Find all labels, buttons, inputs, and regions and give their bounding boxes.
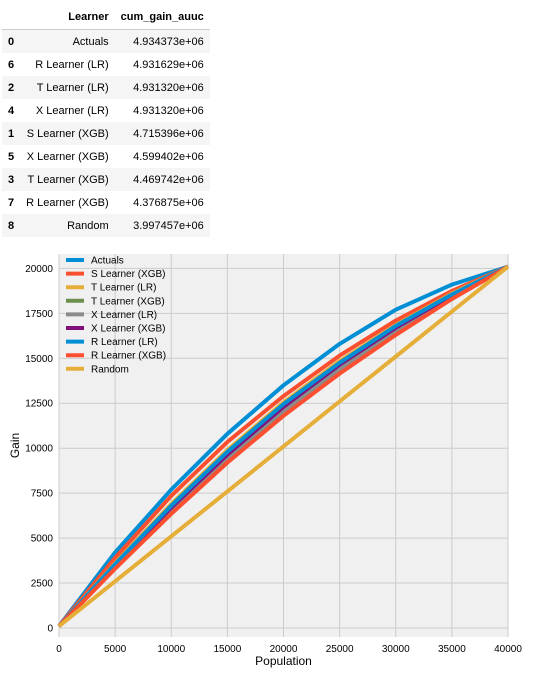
x-tick-label: 35000	[438, 644, 466, 655]
table-row: 8 Random 3.997457e+06	[2, 214, 210, 237]
y-tick-label: 7500	[31, 489, 54, 500]
tick-labels: 0 5000 10000 15000 20000 25000 30000 35000 40000…	[25, 264, 522, 655]
table-row: 1 S Learner (XGB) 4.715396e+06	[2, 122, 210, 145]
auuc-cell: 4.931320e+06	[133, 81, 204, 94]
index-column-header	[2, 4, 20, 30]
series-line	[57, 265, 510, 628]
gain-chart: 0 5000 10000 15000 20000 25000 30000 35000 40000…	[8, 254, 522, 668]
table-row: 5 X Learner (XGB) 4.599402e+06	[2, 145, 210, 168]
series-line	[57, 264, 510, 628]
table-row: 7 R Learner (XGB) 4.376875e+06	[2, 191, 210, 214]
x-tick-label: 15000	[213, 644, 241, 655]
series-line	[57, 264, 509, 628]
row-index-cell: 4	[8, 104, 15, 117]
y-axis-label: Gain	[8, 433, 22, 458]
table-row: 6 R Learner (LR) 4.931629e+06	[2, 53, 210, 76]
auuc-cell: 3.997457e+06	[133, 219, 204, 232]
learner-cell: Actuals	[72, 35, 109, 48]
legend-entry: Actuals	[91, 256, 124, 267]
series-line	[57, 264, 509, 628]
y-tick-label: 10000	[25, 444, 53, 455]
learner-cell: S Learner (XGB)	[26, 127, 109, 140]
auuc-cell: 4.469742e+06	[133, 173, 204, 186]
x-tick-label: 25000	[326, 644, 354, 655]
legend-entry: X Learner (XGB)	[91, 324, 165, 335]
auuc-cell: 4.931629e+06	[133, 58, 204, 71]
x-tick-label: 30000	[382, 644, 410, 655]
y-tick-label: 0	[47, 624, 53, 635]
x-tick-label: 40000	[494, 644, 522, 655]
learner-cell: Random	[67, 219, 109, 232]
legend-entry: R Learner (LR)	[91, 337, 158, 348]
table-body: 0 Actuals 4.934373e+06 6 R Learner (LR) 4.931…	[2, 29, 210, 237]
x-tick-label: 20000	[270, 644, 298, 655]
row-index-cell: 7	[8, 196, 15, 209]
legend: Actuals S Learner (XGB) T Learner (LR) T Le…	[66, 256, 166, 375]
series-line	[57, 264, 509, 628]
auuc-cell: 4.931320e+06	[133, 104, 204, 117]
table-row: 3 T Learner (XGB) 4.469742e+06	[2, 168, 210, 191]
auuc-column-header: cum_gain_auuc	[120, 10, 204, 23]
row-index-cell: 6	[8, 58, 15, 71]
y-tick-label: 2500	[31, 579, 54, 590]
x-tick-label: 10000	[157, 644, 185, 655]
x-tick-label: 5000	[104, 644, 127, 655]
row-index-cell: 8	[8, 219, 15, 232]
x-tick-label: 0	[56, 644, 62, 655]
y-tick-label: 15000	[25, 354, 53, 365]
legend-entry: R Learner (XGB)	[91, 351, 166, 362]
auuc-cell: 4.599402e+06	[133, 150, 204, 163]
y-tick-label: 5000	[31, 534, 54, 545]
row-index-cell: 1	[8, 127, 15, 140]
legend-entry: X Learner (LR)	[91, 310, 157, 321]
x-axis-label: Population	[255, 654, 312, 668]
table-row: 4 X Learner (LR) 4.931320e+06	[2, 99, 210, 122]
row-index-cell: 5	[8, 150, 15, 163]
legend-entry: Random	[91, 364, 129, 375]
results-table: Learner cum_gain_auuc 0 Actuals 4.934373e+…	[2, 4, 210, 237]
legend-entry: T Learner (LR)	[91, 283, 156, 294]
row-index-cell: 0	[8, 35, 15, 48]
auuc-cell: 4.934373e+06	[133, 35, 204, 48]
y-tick-label: 17500	[25, 309, 53, 320]
learner-column-header: Learner	[68, 10, 109, 23]
learner-cell: X Learner (XGB)	[26, 150, 109, 163]
legend-entry: S Learner (XGB)	[91, 269, 165, 280]
row-index-cell: 3	[8, 173, 15, 186]
table-row: 2 T Learner (LR) 4.931320e+06	[2, 76, 210, 99]
learner-cell: X Learner (LR)	[35, 104, 109, 117]
learner-cell: T Learner (XGB)	[27, 173, 109, 186]
table-header-row: Learner cum_gain_auuc	[2, 4, 210, 30]
auuc-cell: 4.376875e+06	[133, 196, 204, 209]
y-tick-label: 20000	[25, 264, 53, 275]
learner-cell: R Learner (XGB)	[26, 196, 109, 209]
legend-entry: T Learner (XGB)	[91, 296, 165, 307]
learner-cell: R Learner (LR)	[35, 58, 109, 71]
row-index-cell: 2	[8, 81, 15, 94]
auuc-cell: 4.715396e+06	[133, 127, 204, 140]
learner-cell: T Learner (LR)	[36, 81, 109, 94]
series-lines	[57, 264, 510, 628]
y-tick-label: 12500	[25, 399, 53, 410]
table-row: 0 Actuals 4.934373e+06	[2, 29, 210, 53]
